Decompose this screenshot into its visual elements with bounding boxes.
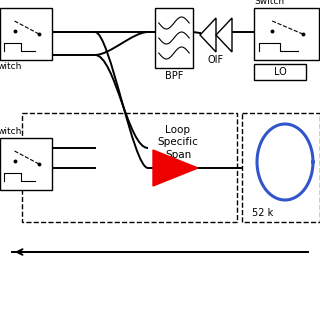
Polygon shape	[153, 150, 198, 186]
Text: 52 k: 52 k	[252, 208, 273, 218]
Bar	[242, 113, 320, 222]
Bar	[22, 113, 237, 222]
Text: OIF: OIF	[208, 55, 224, 65]
Polygon shape	[200, 18, 216, 52]
Polygon shape	[216, 18, 232, 52]
Text: BPF: BPF	[165, 71, 183, 81]
Bar	[0, 138, 52, 190]
Bar	[254, 64, 306, 80]
Bar	[0, 8, 52, 60]
Text: witch: witch	[0, 62, 22, 71]
Text: Switch: Switch	[254, 0, 284, 6]
Text: LO: LO	[274, 67, 286, 77]
Bar	[155, 8, 193, 68]
Text: Loop
Specific
Span: Loop Specific Span	[157, 125, 198, 160]
Text: witch: witch	[0, 127, 22, 136]
Bar	[254, 8, 319, 60]
